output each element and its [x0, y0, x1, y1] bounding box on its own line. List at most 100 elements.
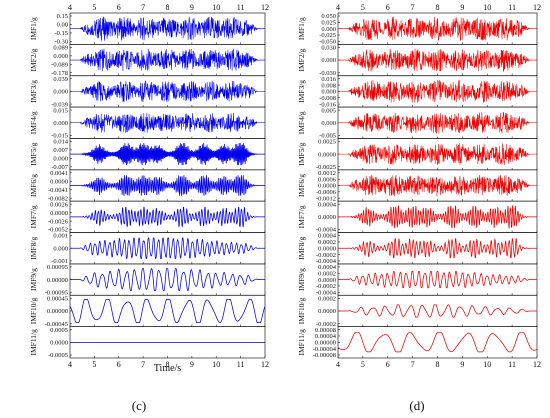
series-name-label: IMF3/g — [29, 80, 38, 103]
x-tick-label: 4 — [336, 360, 340, 369]
y-tick-label: -0.050 — [319, 39, 336, 46]
x-tick-label-top: 5 — [361, 3, 365, 12]
series-name-label: IMF9/g — [29, 268, 38, 291]
y-tick-label: 0.000 — [321, 120, 336, 127]
series-name-label: IMF8/g — [297, 237, 306, 260]
y-tick-label: 0.000 — [321, 57, 336, 64]
imf-series-line — [70, 143, 265, 166]
y-tick-label: -0.001 — [51, 258, 68, 265]
y-tick-label: 0.0000 — [318, 277, 336, 284]
y-tick-label: 0.0025 — [318, 139, 336, 146]
x-axis-label: Time/s — [154, 363, 182, 374]
y-tick-label: -0.0002 — [316, 321, 336, 328]
y-tick-label: 0.016 — [321, 76, 336, 83]
series-name-label: IMF11/g — [297, 329, 306, 356]
y-tick-label: -0.039 — [51, 101, 68, 108]
y-tick-label: 0.00000 — [315, 340, 336, 347]
imf-subplot: 0.030 0.000 -0.030 IMF2/g — [297, 44, 538, 77]
x-tick-label-top: 10 — [483, 3, 491, 12]
y-tick-label: -0.089 — [51, 61, 68, 68]
y-tick-label: 0.0000 — [318, 151, 336, 158]
series-name-label: IMF2/g — [297, 48, 306, 71]
imf-series-line — [338, 304, 537, 318]
x-tick-label: 11 — [508, 360, 516, 369]
x-tick-label-top: 8 — [166, 3, 170, 12]
y-tick-label: -0.178 — [51, 70, 68, 77]
y-tick-label: -0.008 — [319, 95, 336, 102]
y-tick-label: 0.00004 — [315, 333, 337, 340]
x-tick-label-top: 11 — [508, 3, 516, 12]
x-tick-label: 6 — [386, 360, 390, 369]
y-tick-label: 0.00000 — [47, 277, 68, 284]
y-tick-label: 0.014 — [53, 139, 68, 146]
imf-series-line — [338, 174, 537, 197]
imf-series-line — [70, 48, 265, 72]
y-tick-label: -0.0052 — [48, 227, 68, 234]
y-tick-label: 0.0012 — [318, 170, 336, 177]
x-tick-label-top: 4 — [336, 3, 340, 12]
x-tick-label-top: 4 — [68, 3, 72, 12]
y-tick-label: -0.0004 — [316, 227, 337, 234]
series-name-label: IMF6/g — [29, 174, 38, 197]
imf-subplot: 0.0004 0.0000 -0.0004 IMF7/g — [297, 200, 538, 234]
imf-series-line — [69, 298, 266, 323]
x-tick-label: 9 — [190, 360, 194, 369]
x-tick-label: 9 — [460, 360, 464, 369]
series-name-label: IMF7/g — [297, 205, 306, 228]
y-tick-label: 0.0026 — [50, 201, 69, 208]
imf-subplot: 0.00095 0.00000 -0.00095 IMF9/g — [29, 263, 266, 296]
y-tick-label: 0.0004 — [318, 264, 337, 271]
x-tick-label: 5 — [361, 360, 365, 369]
y-tick-label: 0.000 — [321, 89, 336, 96]
y-tick-label: -0.0004 — [316, 258, 337, 265]
x-tick-label: 6 — [117, 360, 121, 369]
x-tick-label: 12 — [261, 360, 269, 369]
y-tick-label: -0.016 — [319, 101, 337, 108]
y-tick-label: 0.050 — [321, 13, 336, 20]
imf-series-line — [70, 268, 265, 291]
x-tick-label: 7 — [411, 360, 415, 369]
y-tick-label: 0.000 — [53, 89, 68, 96]
x-tick-label-top: 6 — [386, 3, 390, 12]
series-name-label: IMF3/g — [297, 80, 306, 103]
series-name-label: IMF10/g — [29, 297, 38, 324]
y-tick-label: 0.0000 — [50, 340, 68, 347]
imf-series-line — [70, 175, 265, 197]
x-tick-label-top: 9 — [190, 3, 194, 12]
y-tick-label: 0.008 — [321, 82, 336, 89]
series-name-label: IMF6/g — [297, 174, 306, 197]
y-tick-label: -0.0002 — [316, 283, 336, 290]
x-tick-label: 8 — [166, 360, 170, 369]
y-tick-label: 0.0041 — [50, 170, 68, 177]
y-tick-label: 0.000 — [53, 245, 68, 252]
panel-c-chart: 445566778899101011111212Time/s0.150.00-0… — [29, 3, 269, 374]
y-tick-label: 0.007 — [53, 147, 68, 154]
imf-subplot: 0.0026 0.0000-0.0026 -0.0052 IMF7/g — [29, 200, 266, 234]
x-tick-label-top: 10 — [212, 3, 220, 12]
series-name-label: IMF5/g — [297, 142, 306, 165]
y-tick-label: 0.0000 — [50, 178, 68, 185]
imf-series-line — [338, 204, 537, 230]
series-name-label: IMF11/g — [29, 329, 38, 356]
imf-series-line — [70, 112, 265, 133]
x-tick-label-top: 7 — [141, 3, 145, 12]
y-tick-label: 0.0000 — [318, 214, 336, 221]
y-tick-label: -0.015 — [51, 133, 68, 140]
y-tick-label: -0.0082 — [48, 195, 68, 202]
x-tick-label-top: 5 — [92, 3, 96, 12]
series-name-label: IMF4/g — [29, 111, 38, 134]
imf-series-line — [338, 271, 537, 289]
y-tick-label: 0.0005 — [50, 327, 68, 334]
imf-subplot: 0.0002 0.0000 -0.0002 IMF10/g — [297, 294, 538, 328]
imf-series-line — [338, 111, 537, 134]
x-tick-label-top: 6 — [117, 3, 121, 12]
series-name-label: IMF9/g — [297, 268, 306, 291]
x-tick-label: 10 — [483, 360, 491, 369]
y-tick-label: 0.0002 — [318, 295, 336, 302]
subplot-frame — [69, 294, 266, 327]
